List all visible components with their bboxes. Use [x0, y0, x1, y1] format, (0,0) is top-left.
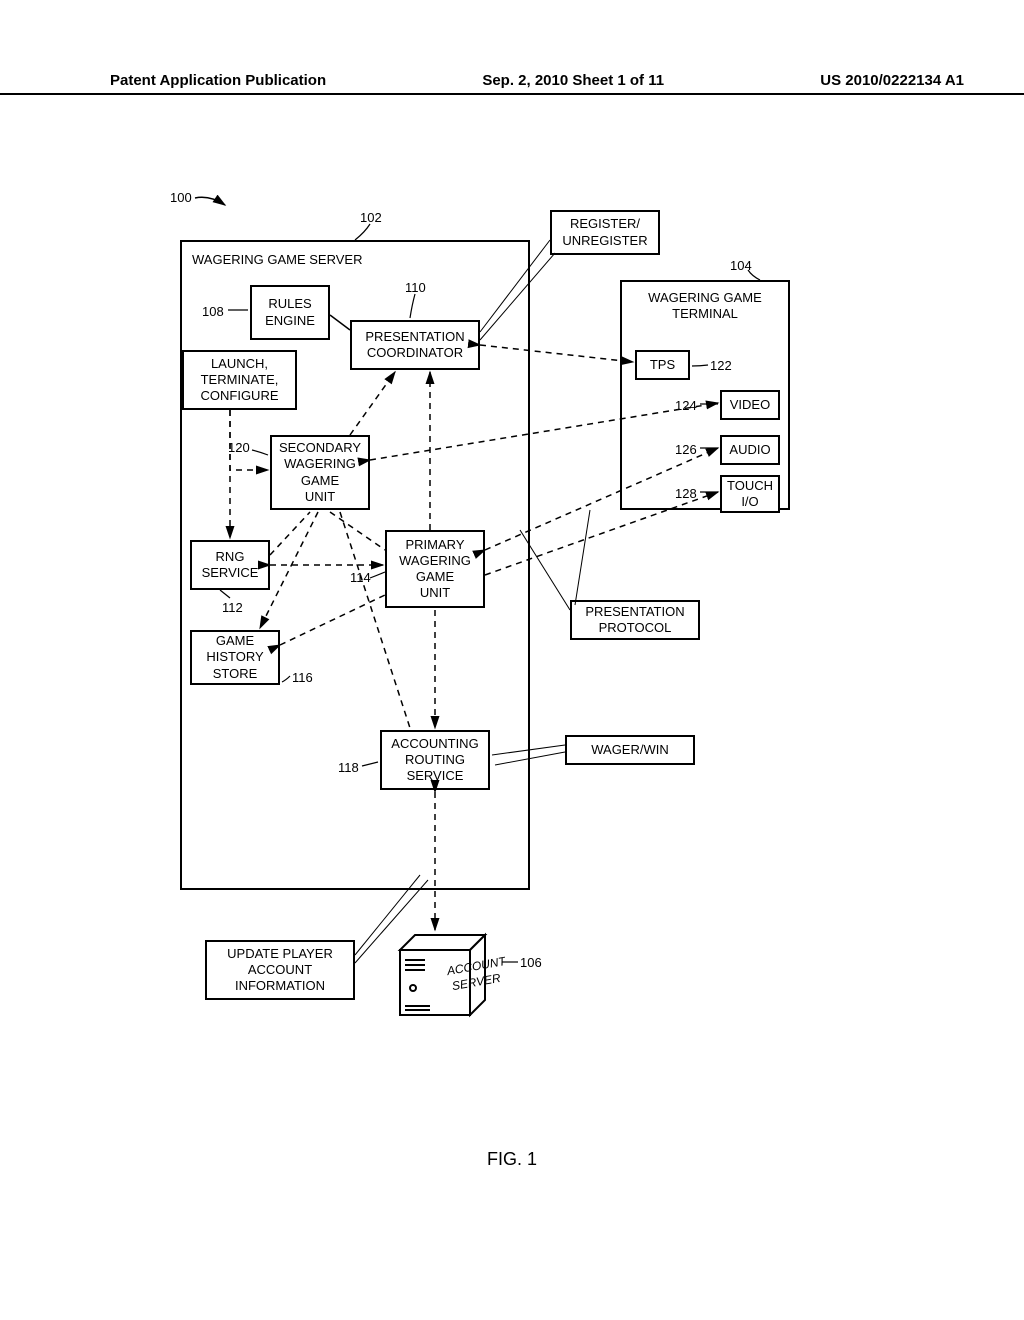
video-box: VIDEO [720, 390, 780, 420]
register-box: REGISTER/ UNREGISTER [550, 210, 660, 255]
presentation-coordinator-box: PRESENTATION COORDINATOR [350, 320, 480, 370]
ref-112: 112 [222, 600, 243, 615]
tps-box: TPS [635, 350, 690, 380]
wager-win-box: WAGER/WIN [565, 735, 695, 765]
rng-service-box: RNG SERVICE [190, 540, 270, 590]
ref-120: 120 [228, 440, 250, 455]
header-right: US 2010/0222134 A1 [820, 72, 964, 89]
ref-108: 108 [202, 304, 224, 319]
header-left: Patent Application Publication [110, 72, 326, 89]
ref-100: 100 [170, 190, 192, 205]
secondary-unit-box: SECONDARY WAGERING GAME UNIT [270, 435, 370, 510]
rules-engine-box: RULES ENGINE [250, 285, 330, 340]
figure-caption: FIG. 1 [0, 1149, 1024, 1170]
presentation-protocol-box: PRESENTATION PROTOCOL [570, 600, 700, 640]
ref-118: 118 [338, 760, 359, 775]
ref-128: 128 [675, 486, 697, 501]
game-history-box: GAME HISTORY STORE [190, 630, 280, 685]
ref-122: 122 [710, 358, 732, 373]
terminal-title: WAGERING GAME TERMINAL [648, 290, 762, 323]
ref-106: 106 [520, 955, 542, 970]
ref-114: 114 [350, 570, 371, 585]
account-server-icon: ACCOUNT SERVER [385, 930, 505, 1020]
launch-terminate-box: LAUNCH, TERMINATE, CONFIGURE [182, 350, 297, 410]
ref-110: 110 [405, 280, 426, 295]
update-player-box: UPDATE PLAYER ACCOUNT INFORMATION [205, 940, 355, 1000]
ref-104: 104 [730, 258, 752, 273]
page-header: Patent Application Publication Sep. 2, 2… [0, 72, 1024, 95]
ref-116: 116 [292, 670, 313, 685]
touch-box: TOUCH I/O [720, 475, 780, 513]
ref-102: 102 [360, 210, 382, 225]
figure-1-diagram: WAGERING GAME SERVER RULES ENGINE PRESEN… [170, 180, 870, 1140]
primary-unit-box: PRIMARY WAGERING GAME UNIT [385, 530, 485, 608]
ref-124: 124 [675, 398, 697, 413]
server-title: WAGERING GAME SERVER [192, 252, 362, 268]
audio-box: AUDIO [720, 435, 780, 465]
header-center: Sep. 2, 2010 Sheet 1 of 11 [482, 72, 664, 89]
accounting-box: ACCOUNTING ROUTING SERVICE [380, 730, 490, 790]
ref-126: 126 [675, 442, 697, 457]
